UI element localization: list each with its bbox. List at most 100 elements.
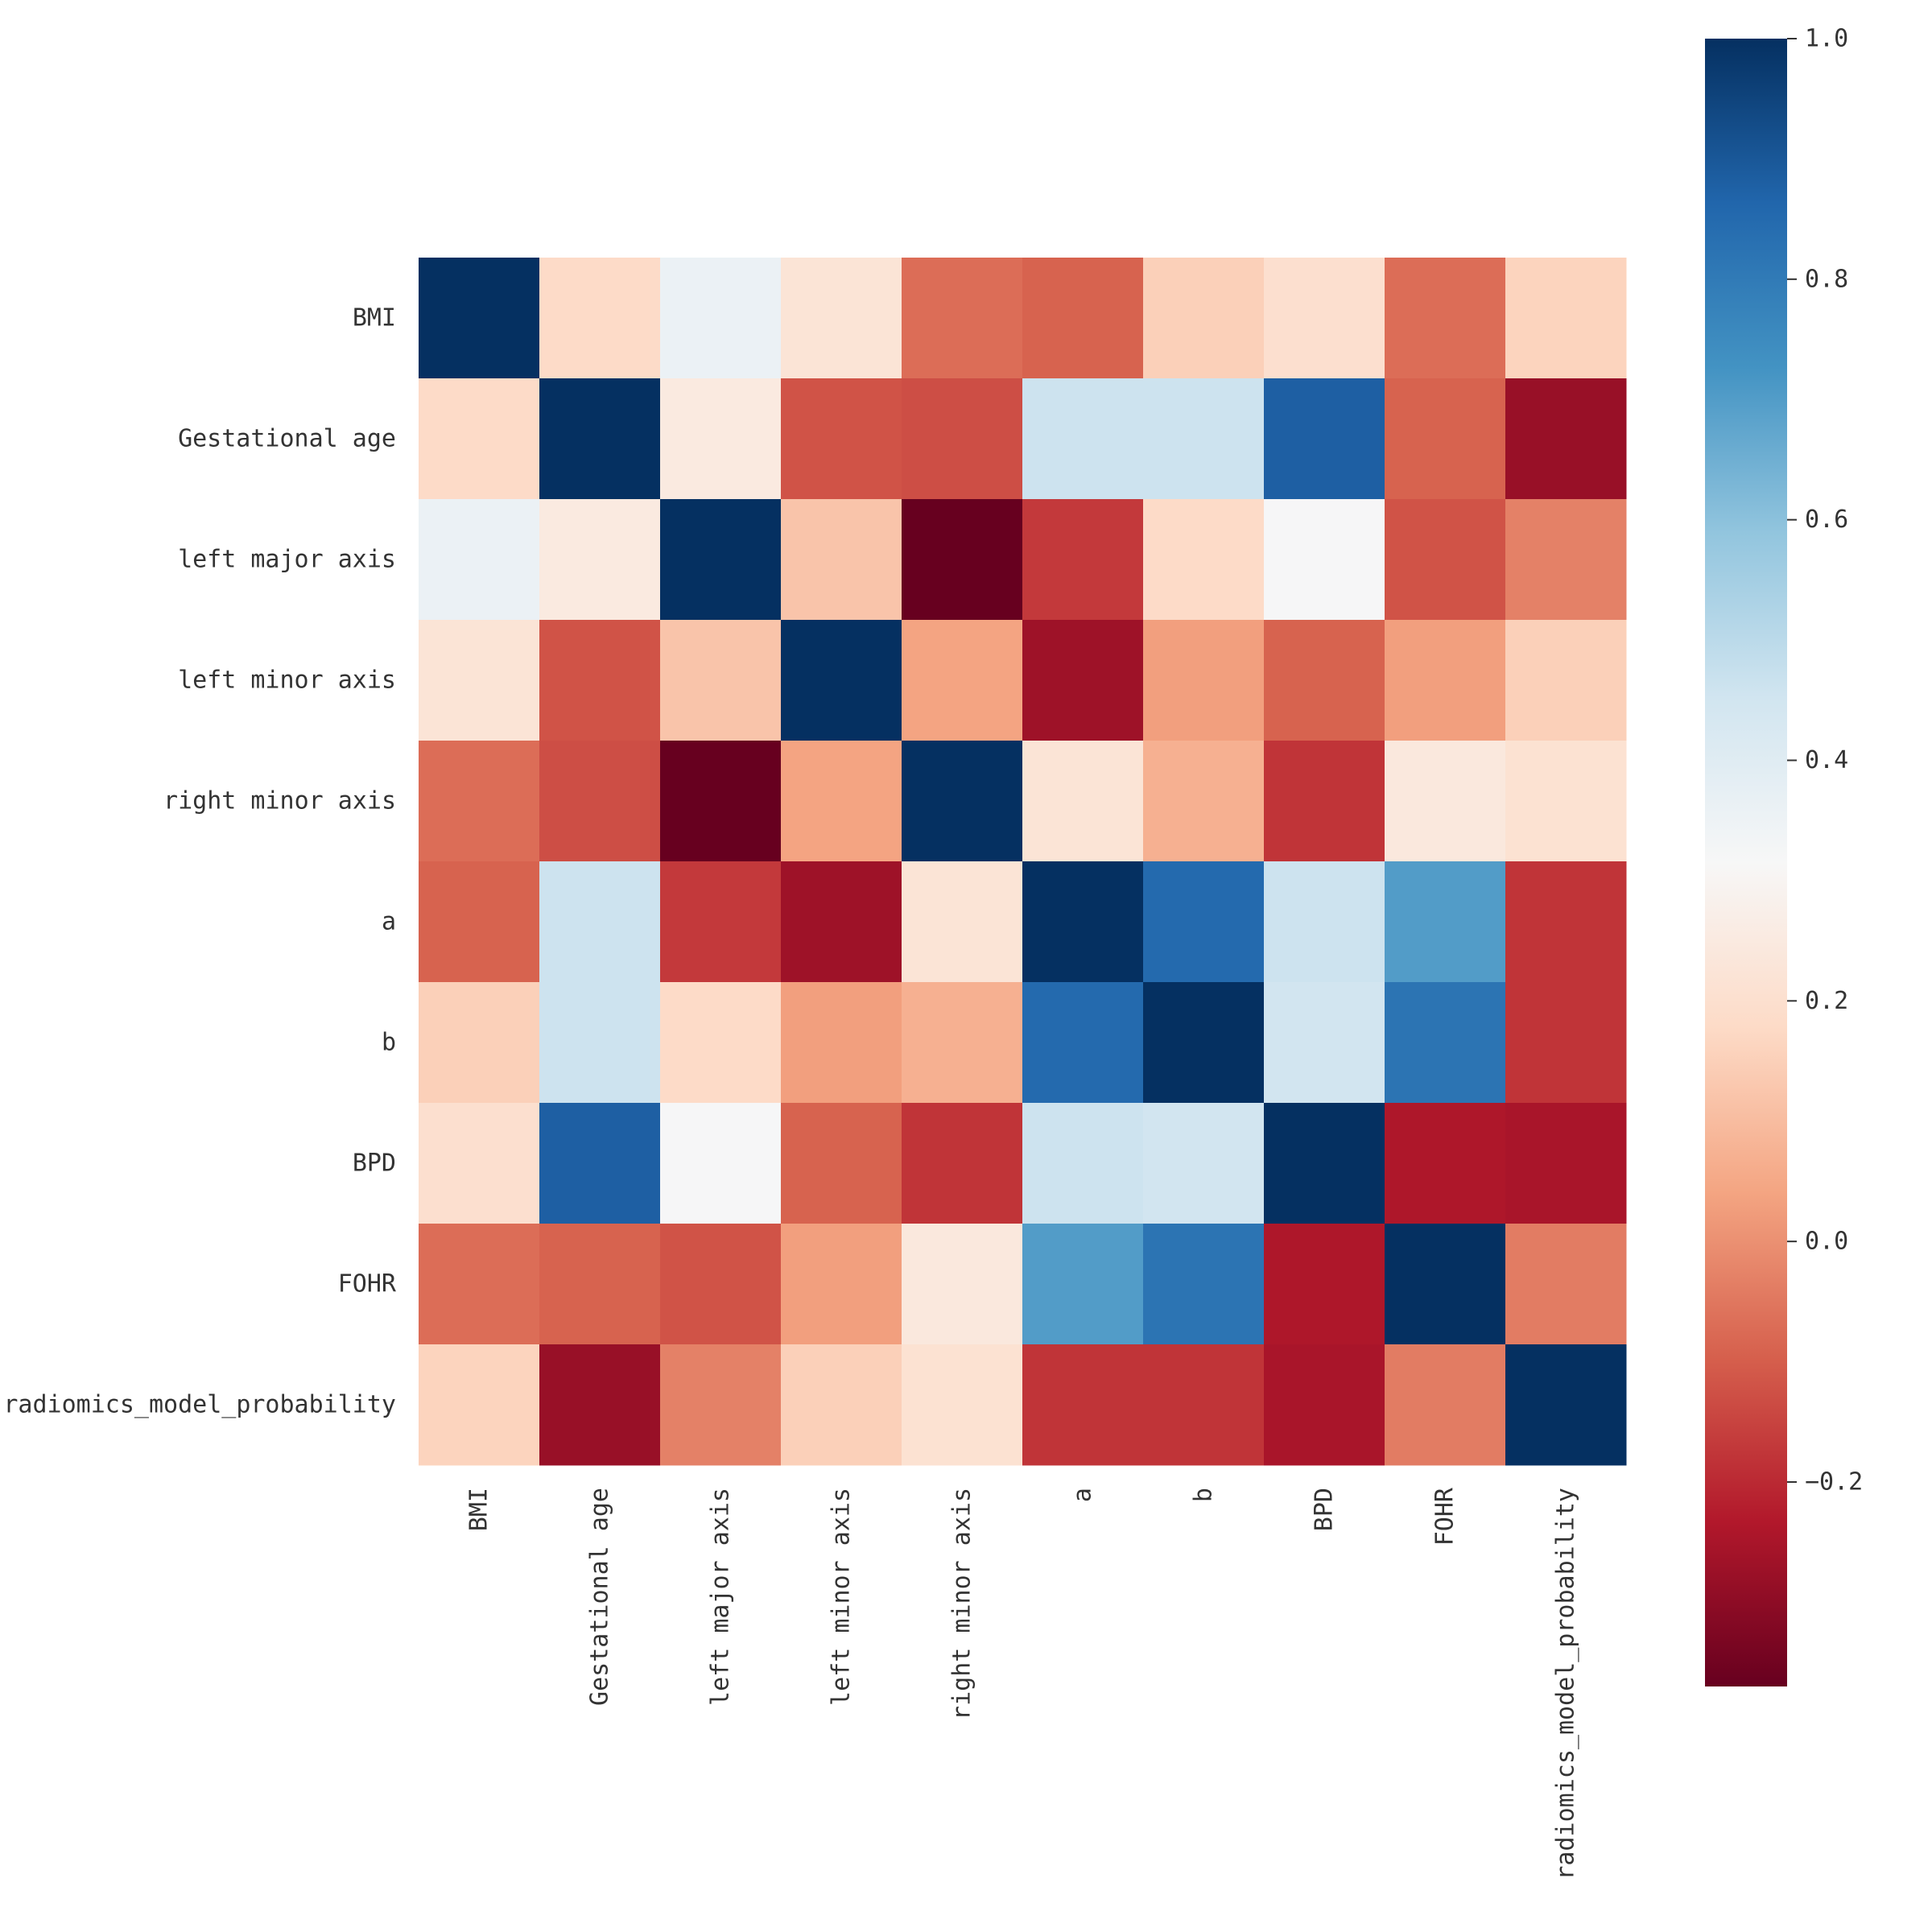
heatmap-cell [902, 1344, 1023, 1466]
heatmap-cell [902, 1224, 1023, 1345]
x-tick-label: left major axis [707, 1488, 735, 1706]
heatmap-cell [902, 258, 1023, 379]
heatmap-cell [539, 1344, 661, 1466]
heatmap-cell [1264, 258, 1385, 379]
heatmap-cell [1022, 1103, 1144, 1224]
heatmap-cell [902, 378, 1023, 500]
heatmap-cell [1264, 741, 1385, 862]
y-tick-label: Gestational age [178, 425, 396, 453]
y-tick-label: BPD [353, 1150, 396, 1178]
colorbar-gradient [1705, 39, 1787, 1686]
heatmap-cell [660, 741, 782, 862]
heatmap-cell [539, 1224, 661, 1345]
heatmap-cell [781, 258, 902, 379]
colorbar-tick-label: 1.0 [1805, 25, 1848, 53]
heatmap-cell [539, 861, 661, 983]
heatmap-cell [1022, 620, 1144, 741]
x-tick-label: Gestational age [586, 1488, 614, 1706]
heatmap-cell [1505, 982, 1627, 1104]
heatmap-cell [1505, 1103, 1627, 1224]
y-tick-label: radiomics_model_probability [3, 1391, 396, 1419]
heatmap-cell [1264, 1224, 1385, 1345]
heatmap-cell [1264, 1103, 1385, 1224]
x-tick-label: a [1069, 1488, 1097, 1502]
heatmap-cell [1143, 741, 1265, 862]
heatmap-cell [1385, 861, 1506, 983]
heatmap-cell [1264, 378, 1385, 500]
heatmap-cell [902, 861, 1023, 983]
heatmap-cell [419, 1103, 540, 1224]
heatmap-cell [1385, 620, 1506, 741]
heatmap-cell [781, 378, 902, 500]
heatmap-cell [902, 499, 1023, 621]
heatmap-cell [1505, 620, 1627, 741]
heatmap-cell [1022, 378, 1144, 500]
heatmap-cell [660, 1344, 782, 1466]
heatmap-cell [1505, 258, 1627, 379]
heatmap-cell [1022, 861, 1144, 983]
heatmap-cell [1143, 861, 1265, 983]
heatmap-cell [660, 1103, 782, 1224]
x-tick-label: b [1190, 1488, 1218, 1502]
heatmap-cell [781, 499, 902, 621]
heatmap-cell [1264, 1344, 1385, 1466]
heatmap-cell [1505, 378, 1627, 500]
heatmap-cell [1022, 258, 1144, 379]
heatmap-cell [1143, 620, 1265, 741]
colorbar: 1.0 0.8 0.6 0.4 0.2 0.0 −0.2 [1705, 25, 1863, 1686]
heatmap-cell [1385, 258, 1506, 379]
heatmap-cell [902, 1103, 1023, 1224]
x-tick-label: BMI [465, 1488, 493, 1531]
heatmap-cell [660, 620, 782, 741]
heatmap-cell [539, 1103, 661, 1224]
heatmap-cell [539, 620, 661, 741]
heatmap-cell [660, 982, 782, 1104]
heatmap-cell [1022, 499, 1144, 621]
heatmap-cell [660, 258, 782, 379]
heatmap-cell [1385, 1224, 1506, 1345]
heatmap-cell [902, 982, 1023, 1104]
heatmap-cell [419, 378, 540, 500]
heatmap-cell [1505, 1344, 1627, 1466]
colorbar-tick-label: −0.2 [1805, 1468, 1863, 1496]
heatmap-cell [1022, 741, 1144, 862]
heatmap-cell [902, 741, 1023, 862]
colorbar-tick-label: 0.6 [1805, 506, 1848, 534]
x-tick-label: FOHR [1431, 1487, 1459, 1546]
heatmap-cell [419, 499, 540, 621]
heatmap-cell [1505, 1224, 1627, 1345]
heatmap-cell [781, 1224, 902, 1345]
heatmap-cell [781, 741, 902, 862]
heatmap-cell [419, 861, 540, 983]
heatmap-cell [1143, 378, 1265, 500]
heatmap-cell [1505, 499, 1627, 621]
colorbar-tick-label: 0.2 [1805, 987, 1848, 1015]
heatmap-cell [660, 1224, 782, 1345]
heatmap-cell [1022, 1224, 1144, 1345]
heatmap-cell [1385, 741, 1506, 862]
heatmap-cell [539, 499, 661, 621]
heatmap-cell [1264, 620, 1385, 741]
x-tick-label: left minor axis [828, 1488, 856, 1706]
heatmap-cell [539, 378, 661, 500]
heatmap-cell [660, 861, 782, 983]
heatmap-cell [1505, 861, 1627, 983]
heatmap-cells [419, 258, 1627, 1466]
colorbar-tick-label: 0.4 [1805, 746, 1848, 774]
heatmap-cell [1385, 1344, 1506, 1466]
heatmap-cell [1143, 982, 1265, 1104]
colorbar-ticks: 1.0 0.8 0.6 0.4 0.2 0.0 −0.2 [1787, 25, 1863, 1496]
heatmap-cell [1143, 499, 1265, 621]
heatmap-cell [1143, 258, 1265, 379]
y-axis-labels: BMI Gestational age left major axis left mi… [3, 304, 397, 1419]
heatmap-cell [781, 1103, 902, 1224]
heatmap-cell [419, 620, 540, 741]
heatmap-cell [539, 258, 661, 379]
y-tick-label: BMI [353, 304, 396, 332]
x-axis-labels: BMI Gestational age left major axis left mi… [465, 1487, 1580, 1880]
heatmap-cell [1385, 982, 1506, 1104]
heatmap-cell [781, 982, 902, 1104]
heatmap-cell [660, 378, 782, 500]
heatmap-cell [781, 861, 902, 983]
